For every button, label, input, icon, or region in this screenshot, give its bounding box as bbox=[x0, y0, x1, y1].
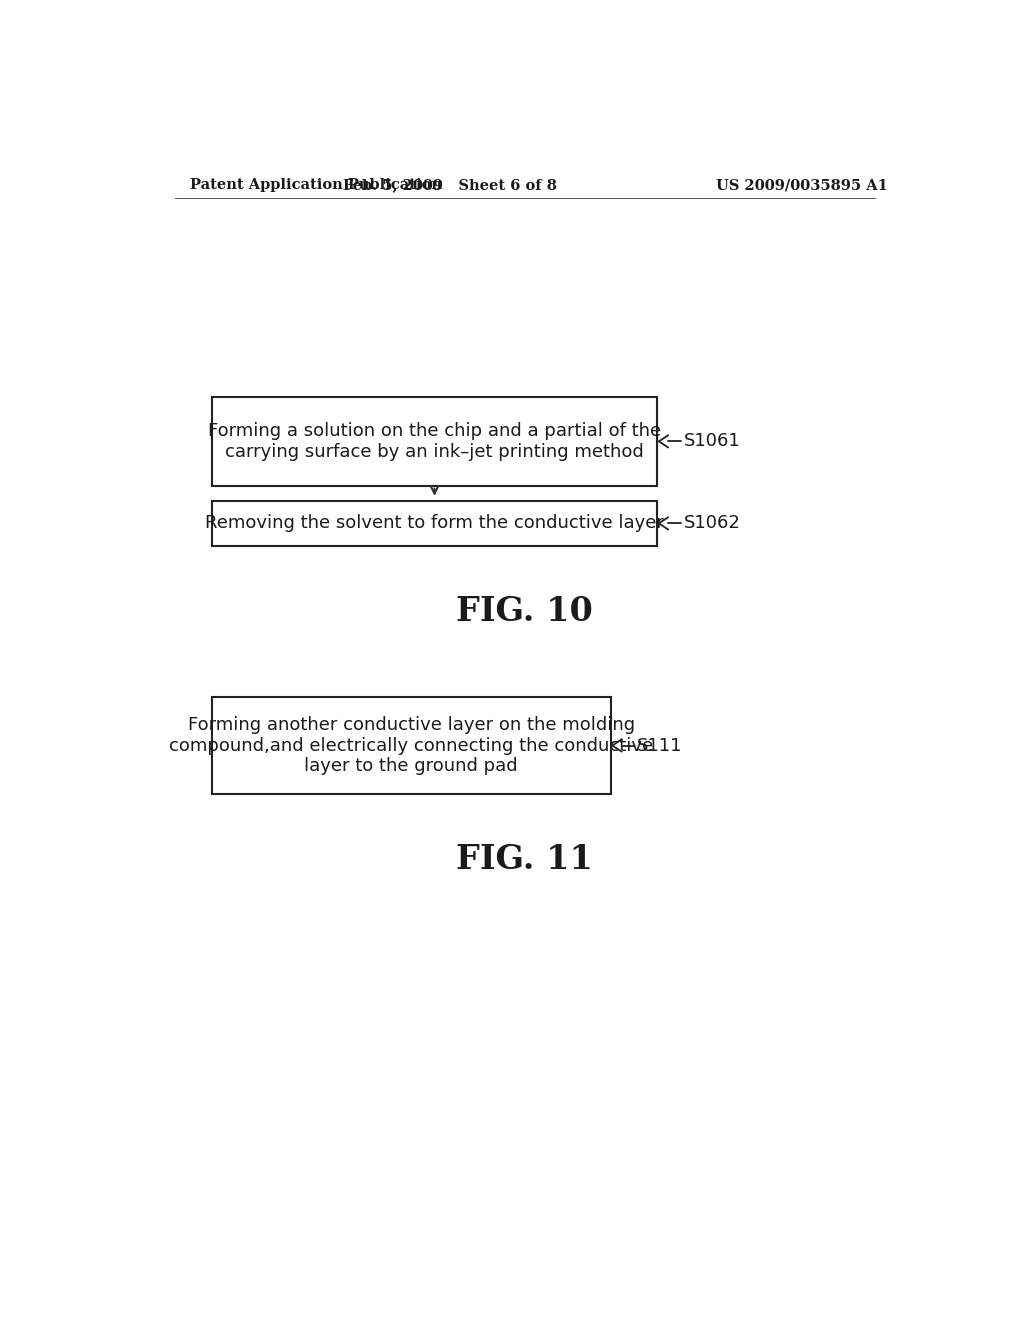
Bar bbox=[212, 697, 611, 793]
Text: Forming another conductive layer on the molding
compound,and electrically connec: Forming another conductive layer on the … bbox=[169, 715, 653, 775]
Text: Removing the solvent to form the conductive layer: Removing the solvent to form the conduct… bbox=[205, 515, 664, 532]
Text: FIG. 10: FIG. 10 bbox=[457, 594, 593, 628]
Bar bbox=[212, 397, 657, 486]
Text: Feb. 5, 2009   Sheet 6 of 8: Feb. 5, 2009 Sheet 6 of 8 bbox=[343, 178, 557, 193]
Text: Forming a solution on the chip and a partial of the
carrying surface by an ink–j: Forming a solution on the chip and a par… bbox=[208, 422, 662, 461]
Text: Patent Application Publication: Patent Application Publication bbox=[190, 178, 442, 193]
Bar bbox=[212, 502, 657, 545]
Text: S1061: S1061 bbox=[684, 433, 740, 450]
Text: FIG. 11: FIG. 11 bbox=[457, 842, 593, 875]
Text: US 2009/0035895 A1: US 2009/0035895 A1 bbox=[717, 178, 888, 193]
Text: S1062: S1062 bbox=[684, 515, 740, 532]
Text: S111: S111 bbox=[637, 737, 683, 755]
